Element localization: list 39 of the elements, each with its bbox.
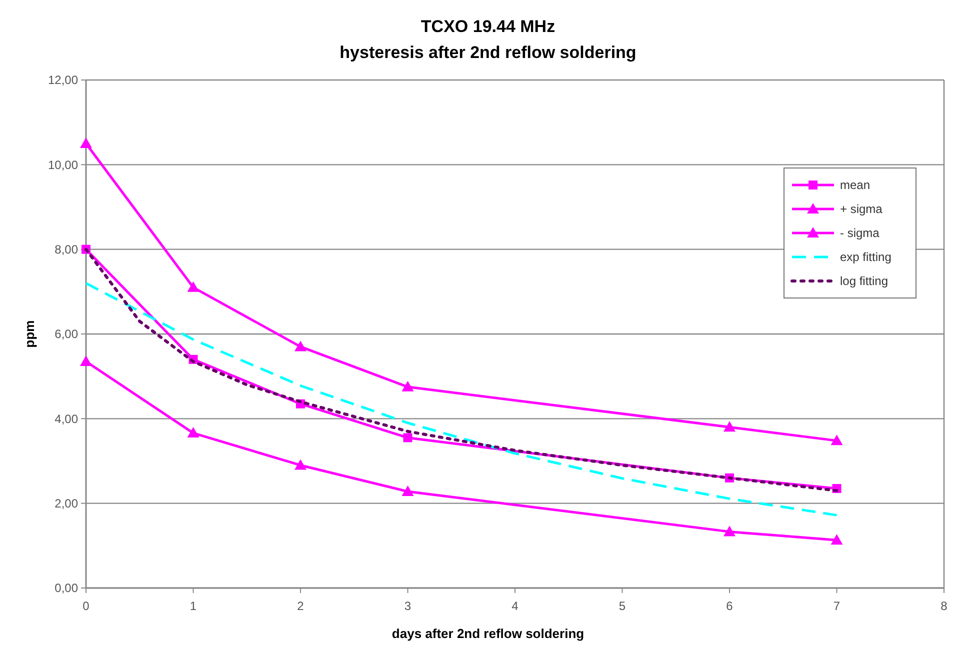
legend-label: mean <box>840 178 870 192</box>
y-tick-label: 12,00 <box>48 73 78 88</box>
x-tick-label: 5 <box>618 599 626 613</box>
x-tick-label: 4 <box>512 599 519 613</box>
y-tick-label: 2,00 <box>54 496 78 511</box>
point <box>402 380 414 392</box>
legend-label: + sigma <box>840 202 883 216</box>
point <box>187 427 200 438</box>
x-axis-title: days after 2nd reflow soldering <box>392 626 584 641</box>
point <box>80 356 92 366</box>
x-tick-label: 2 <box>297 599 304 613</box>
point <box>294 459 306 470</box>
legend-label: - sigma <box>840 226 880 240</box>
point <box>294 340 306 352</box>
y-tick-label: 4,00 <box>54 412 78 426</box>
point <box>80 138 92 148</box>
x-tick-label: 6 <box>726 599 734 613</box>
y-tick-label: 8,00 <box>54 242 78 257</box>
chart-title: TCXO 19.44 MHz <box>420 17 556 36</box>
y-tick-label: 6,00 <box>54 327 78 342</box>
legend-label: exp fitting <box>840 250 892 264</box>
point <box>187 281 200 292</box>
y-tick-label: 0,00 <box>54 581 78 596</box>
y-axis-title: ppm <box>22 320 37 348</box>
point <box>403 433 412 442</box>
x-tick-label: 1 <box>190 599 197 613</box>
point <box>724 421 736 432</box>
point <box>830 534 843 545</box>
line-series <box>84 282 838 516</box>
y-tick-label: 10,00 <box>48 158 78 172</box>
legend-label: log fitting <box>840 274 888 288</box>
x-tick-label: 0 <box>82 599 90 613</box>
x-tick-label: 8 <box>940 599 948 613</box>
chart-subtitle: hysteresis after 2nd reflow soldering <box>340 43 636 62</box>
point <box>402 485 414 496</box>
x-tick-label: 7 <box>833 599 840 613</box>
point <box>724 526 736 536</box>
point <box>830 434 843 446</box>
x-tick-label: 3 <box>404 599 412 613</box>
